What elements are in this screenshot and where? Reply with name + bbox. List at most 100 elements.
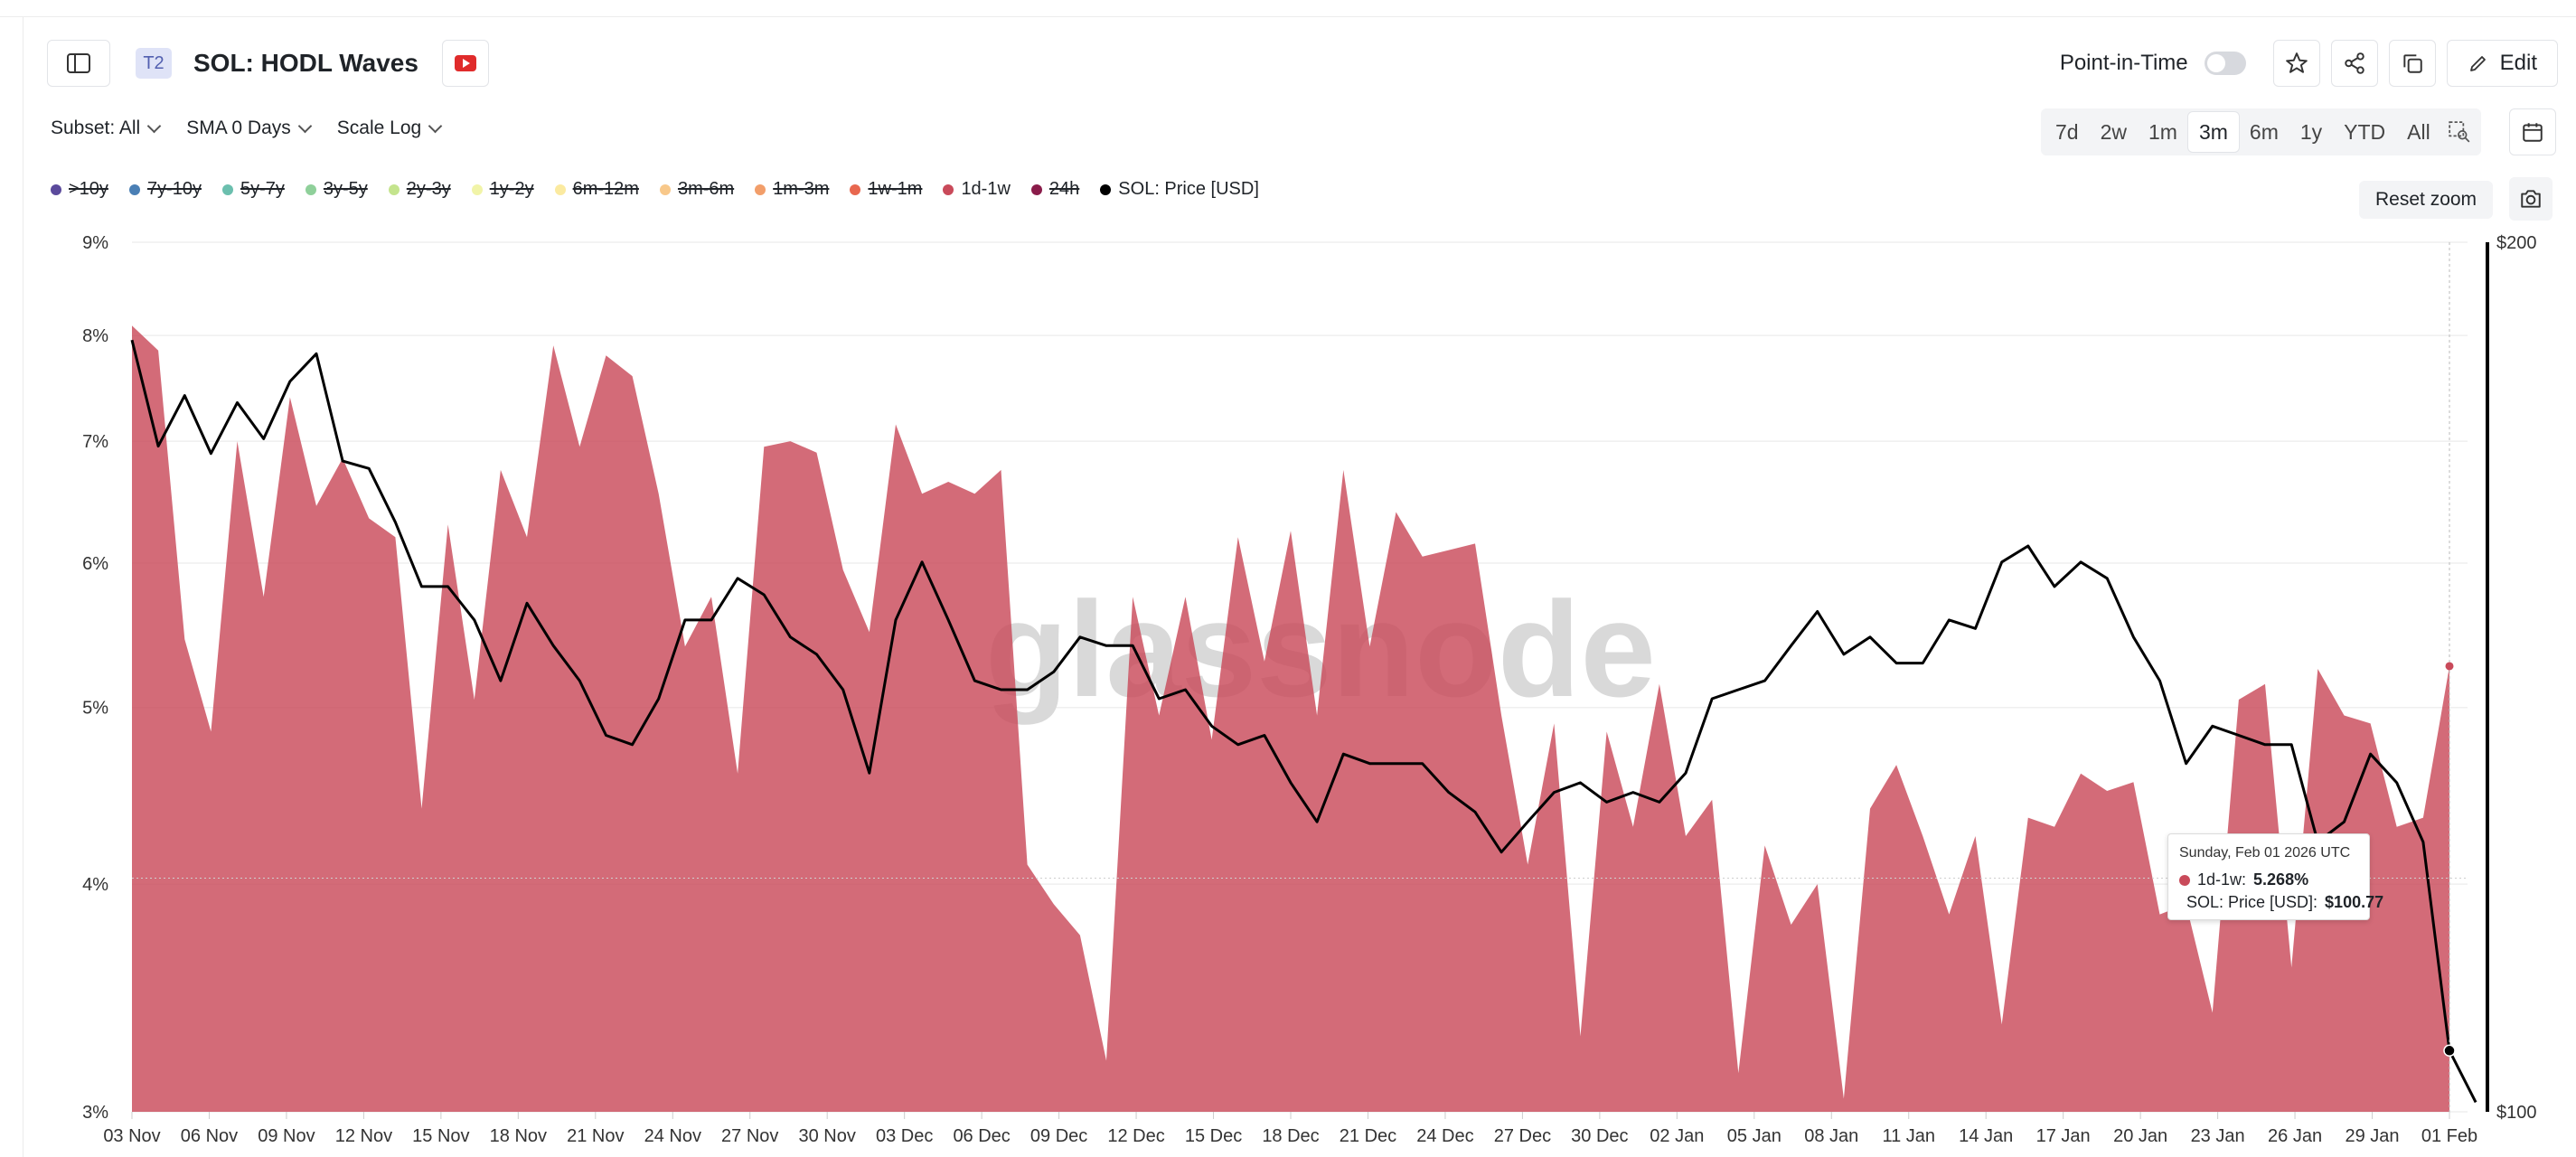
- screenshot-button[interactable]: [2509, 177, 2552, 221]
- zoom-select-icon: [2449, 121, 2470, 143]
- sidebar-toggle-button[interactable]: [47, 40, 110, 87]
- x-tick-label: 09 Nov: [258, 1126, 315, 1146]
- legend-item[interactable]: 3y-5y: [305, 179, 368, 200]
- x-tick-label: 24 Dec: [1416, 1126, 1473, 1146]
- range-all[interactable]: All: [2407, 119, 2430, 144]
- favorite-button[interactable]: [2272, 40, 2320, 87]
- x-tick-label: 09 Dec: [1030, 1126, 1087, 1146]
- legend-item[interactable]: 2y-3y: [388, 179, 451, 200]
- legend-label: 1m-3m: [773, 179, 830, 199]
- legend-label: 3m-6m: [677, 179, 735, 199]
- zoom-select-button[interactable]: [2441, 112, 2477, 152]
- x-tick-label: 03 Nov: [103, 1126, 160, 1146]
- x-tick-label: 23 Jan: [2191, 1126, 2245, 1146]
- chart-tooltip: Sunday, Feb 01 2026 UTC 1d-1w: 5.268% SO…: [2167, 833, 2383, 920]
- tooltip-series1-value: 5.268%: [2253, 870, 2309, 889]
- legend-item[interactable]: 1m-3m: [755, 179, 829, 200]
- range-7d[interactable]: 7d: [2055, 119, 2079, 144]
- subset-label: Subset: All: [51, 118, 141, 138]
- x-tick-label: 24 Nov: [644, 1126, 701, 1146]
- x-tick-label: 11 Jan: [1882, 1126, 1935, 1146]
- legend-dot-icon: [388, 183, 400, 195]
- y-tick-label-left: 9%: [82, 233, 108, 253]
- y-tick-label-left: 3%: [82, 1103, 108, 1123]
- copy-icon: [2402, 54, 2422, 73]
- tooltip-series2-value: $100.77: [2325, 893, 2384, 911]
- range-ytd[interactable]: YTD: [2344, 119, 2386, 144]
- x-tick-label: 14 Jan: [1959, 1126, 2013, 1146]
- duplicate-button[interactable]: [2388, 40, 2436, 87]
- range-1m[interactable]: 1m: [2148, 119, 2177, 144]
- range-2w[interactable]: 2w: [2100, 119, 2127, 144]
- legend-item[interactable]: 5y-7y: [221, 179, 285, 200]
- legend-label: 1d-1w: [961, 179, 1011, 199]
- line-sol-price: [130, 339, 2477, 1104]
- legend-label: 24h: [1048, 179, 1080, 199]
- range-6m[interactable]: 6m: [2249, 119, 2279, 144]
- legend-item[interactable]: 1d-1w: [943, 179, 1011, 200]
- calendar-button[interactable]: [2509, 108, 2556, 155]
- legend-dot-icon: [1030, 183, 1042, 195]
- subset-dropdown[interactable]: Subset: All: [51, 118, 162, 139]
- x-tick-label: 21 Dec: [1340, 1126, 1396, 1146]
- x-tick-label: 29 Jan: [2346, 1126, 2400, 1146]
- legend-item[interactable]: 6m-12m: [554, 179, 639, 200]
- point-in-time-toggle[interactable]: [2204, 52, 2246, 75]
- tooltip-date: Sunday, Feb 01 2026 UTC: [2179, 845, 2351, 861]
- x-tick-label: 18 Dec: [1262, 1126, 1319, 1146]
- x-tick-label: 30 Dec: [1571, 1126, 1628, 1146]
- legend-dot-icon: [305, 183, 316, 195]
- area-1d-1w: [132, 325, 2449, 1112]
- y-axis-right: $100 $200: [2486, 233, 2537, 1123]
- reset-zoom-button[interactable]: Reset zoom: [2359, 181, 2494, 219]
- x-tick-label: 12 Nov: [335, 1126, 392, 1146]
- x-tick-label: 02 Jan: [1650, 1126, 1704, 1146]
- x-tick-label: 06 Dec: [953, 1126, 1010, 1146]
- x-tick-label: 21 Nov: [567, 1126, 624, 1146]
- x-tick-label: 15 Dec: [1185, 1126, 1242, 1146]
- x-tick-label: 12 Dec: [1107, 1126, 1164, 1146]
- y-tick-label-right: $100: [2496, 1103, 2537, 1123]
- legend-item[interactable]: 24h: [1030, 179, 1080, 200]
- legend-dot-icon: [128, 183, 140, 195]
- legend-item[interactable]: 1y-2y: [471, 179, 534, 200]
- legend-dot-icon: [221, 183, 233, 195]
- share-button[interactable]: [2330, 40, 2378, 87]
- legend-item[interactable]: 3m-6m: [659, 179, 735, 200]
- x-tick-label: 30 Nov: [799, 1126, 856, 1146]
- camera-icon: [2521, 190, 2541, 208]
- y-tick-label-left: 6%: [82, 554, 108, 574]
- legend-dot-icon: [554, 183, 566, 195]
- y-axis-left: 3% 4% 5% 6% 7% 8% 9%: [82, 233, 108, 1123]
- pencil-icon: [2469, 56, 2486, 71]
- legend-dot-icon: [1100, 183, 1112, 195]
- calendar-icon: [2523, 123, 2543, 142]
- legend-item[interactable]: 7y-10y: [128, 179, 202, 200]
- legend-dot-icon: [659, 183, 671, 195]
- scale-label: Scale Log: [336, 118, 422, 138]
- chart-legend: >10y 7y-10y 5y-7y 3y-5y 2y-3y 1y-2y 6m-12m 3m-6…: [51, 179, 1259, 200]
- legend-item[interactable]: 1w-1m: [850, 179, 922, 200]
- sma-dropdown[interactable]: SMA 0 Days: [186, 118, 313, 139]
- youtube-icon: [454, 55, 476, 71]
- top-border: [0, 0, 2576, 17]
- legend-label: 7y-10y: [146, 179, 202, 199]
- legend-item[interactable]: >10y: [51, 179, 108, 200]
- x-tick-label: 03 Dec: [876, 1126, 933, 1146]
- page-title: SOL: HODL Waves: [193, 49, 418, 77]
- legend-dot-icon: [943, 183, 954, 195]
- edit-button[interactable]: Edit: [2446, 40, 2558, 87]
- legend-dot-icon: [850, 183, 861, 195]
- range-3m[interactable]: 3m: [2187, 112, 2239, 152]
- range-1y[interactable]: 1y: [2299, 119, 2323, 144]
- x-tick-label: 27 Dec: [1494, 1126, 1551, 1146]
- share-icon: [2344, 52, 2364, 74]
- scale-dropdown[interactable]: Scale Log: [336, 118, 443, 139]
- legend-label: 1w-1m: [868, 179, 923, 199]
- legend-item[interactable]: SOL: Price [USD]: [1100, 179, 1259, 200]
- x-tick-label: 27 Nov: [721, 1126, 778, 1146]
- legend-dot-icon: [471, 183, 483, 195]
- youtube-button[interactable]: [441, 40, 489, 87]
- y-tick-label-right: $200: [2496, 233, 2537, 253]
